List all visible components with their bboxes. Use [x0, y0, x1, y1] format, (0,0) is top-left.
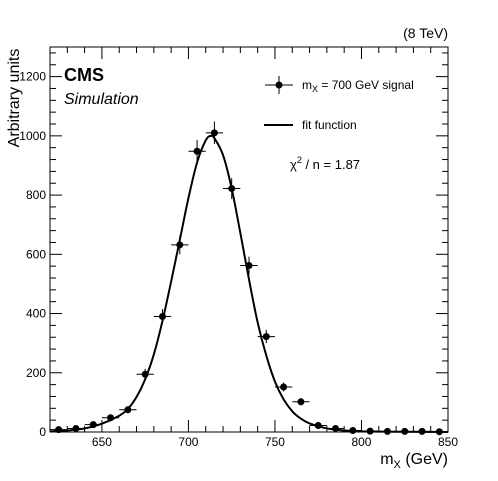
- point-marker: [210, 129, 218, 137]
- point-marker: [245, 262, 253, 270]
- chi2-sup: 2: [297, 155, 302, 165]
- x-axis-title: mX (GeV): [380, 451, 448, 471]
- data-point: [344, 427, 362, 435]
- plot-frame: [49, 46, 449, 433]
- point-marker: [55, 426, 63, 434]
- point-marker: [383, 427, 391, 435]
- point-marker: [72, 424, 80, 432]
- data-point: [274, 382, 293, 392]
- data-points-layer: [50, 121, 448, 436]
- point-marker: [280, 383, 288, 391]
- data-point: [396, 427, 414, 435]
- point-marker: [401, 427, 409, 435]
- y-axis-title: Arbitrary units: [6, 49, 23, 148]
- legend-signal-pre: m: [302, 78, 312, 92]
- point-marker: [262, 333, 270, 341]
- point-marker: [228, 185, 236, 193]
- point-marker: [193, 147, 201, 155]
- point-marker: [141, 370, 149, 378]
- x-tick-label: 800: [351, 435, 371, 449]
- data-point: [136, 368, 154, 380]
- point-marker: [89, 421, 97, 429]
- data-point: [413, 427, 431, 435]
- legend-signal-label: mX = 700 GeV signal: [302, 78, 414, 94]
- data-point: [326, 424, 345, 432]
- y-tick-label: 400: [26, 307, 46, 321]
- chi2-label: χ2 / n = 1.87: [290, 155, 360, 172]
- point-marker: [158, 313, 166, 320]
- data-point: [50, 426, 68, 434]
- legend-signal-marker: [275, 81, 283, 89]
- data-point: [309, 421, 327, 429]
- data-point: [257, 330, 275, 344]
- data-point: [153, 309, 172, 324]
- data-point: [292, 398, 310, 406]
- point-marker: [124, 406, 132, 414]
- y-tick-label: 1200: [19, 70, 46, 84]
- y-tick-label: 800: [26, 188, 46, 202]
- point-marker: [332, 424, 340, 432]
- x-axis-title-main: m: [380, 451, 393, 468]
- chi2-rest: / n = 1.87: [302, 157, 360, 172]
- data-point: [240, 256, 258, 275]
- y-tick-label: 200: [26, 366, 46, 380]
- axis-ticks: 0 200 400 600 800 1000 1200 650 700 750 800 850: [19, 47, 458, 449]
- legend-fit-label: fit function: [302, 118, 357, 132]
- legend-signal-sub: X: [312, 84, 318, 94]
- experiment-sublabel: Simulation: [64, 91, 139, 108]
- point-marker: [107, 414, 115, 422]
- point-marker: [349, 427, 357, 435]
- legend: mX = 700 GeV signal fit function: [264, 76, 414, 132]
- data-point: [119, 406, 137, 414]
- point-marker: [176, 241, 184, 249]
- y-tick-label: 600: [26, 247, 46, 261]
- chi2-symbol: χ: [290, 157, 297, 172]
- data-point: [101, 414, 120, 422]
- x-tick-label: 650: [92, 435, 112, 449]
- x-axis-title-unit: (GeV): [405, 451, 448, 468]
- y-tick-label: 0: [39, 425, 46, 439]
- experiment-label: CMS: [64, 65, 104, 85]
- x-tick-label: 700: [178, 435, 198, 449]
- y-tick-label: 1000: [19, 129, 46, 143]
- data-point: [205, 121, 224, 145]
- x-tick-label: 850: [438, 435, 458, 449]
- x-axis-title-sub: X: [394, 459, 402, 471]
- data-point: [223, 178, 241, 199]
- data-point: [84, 421, 102, 429]
- data-point: [361, 427, 379, 435]
- legend-signal-post: = 700 GeV signal: [318, 78, 414, 92]
- point-marker: [314, 421, 322, 429]
- point-marker: [297, 398, 305, 406]
- point-marker: [366, 427, 374, 435]
- point-marker: [418, 427, 426, 435]
- data-point: [378, 427, 397, 435]
- energy-label: (8 TeV): [403, 25, 448, 41]
- data-point: [188, 139, 206, 163]
- data-point: [67, 424, 85, 432]
- x-tick-label: 750: [265, 435, 285, 449]
- data-point: [171, 235, 189, 255]
